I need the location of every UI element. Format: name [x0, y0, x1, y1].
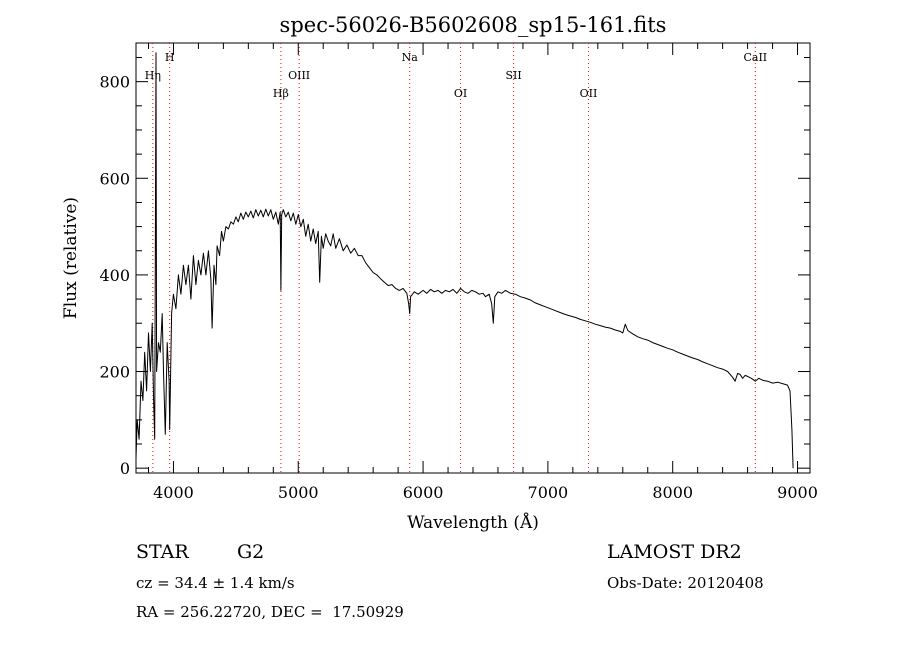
- obs-date-text: Obs-Date: 20120408: [607, 574, 764, 592]
- spectral-line-label: SII: [505, 69, 521, 82]
- spectral-line-label: Hβ: [273, 87, 289, 100]
- chart-title: spec-56026-B5602608_sp15-161.fits: [280, 13, 667, 37]
- y-axis-label: Flux (relative): [61, 197, 81, 319]
- spectral-line-label: H: [165, 51, 175, 64]
- axis-ticks: [136, 43, 810, 473]
- spectral-line-label: OI: [454, 87, 467, 100]
- axis-tick-labels: 4000 5000 6000 7000 8000 9000 0 200 400 600 800: [99, 73, 817, 502]
- spectral-line-label: CaII: [743, 51, 767, 64]
- coordinates-text: RA = 256.22720, DEC = 17.50929: [136, 603, 404, 621]
- x-tick-label: 9000: [777, 483, 818, 502]
- object-type: STAR: [136, 541, 189, 563]
- x-tick-label: 4000: [153, 483, 194, 502]
- x-tick-label: 6000: [403, 483, 444, 502]
- y-tick-label: 200: [99, 363, 130, 382]
- plot-frame: [135, 42, 811, 474]
- spectral-line-markers: Hη H Hβ OIII Na OI SII OII CaII: [145, 43, 767, 473]
- x-tick-label: 7000: [528, 483, 569, 502]
- spectral-line-label: OIII: [288, 69, 310, 82]
- spectrum-line: [135, 52, 794, 469]
- spectrum-series: [135, 52, 794, 469]
- y-tick-label: 600: [99, 169, 130, 188]
- spectral-line-label: Hη: [145, 69, 161, 82]
- spectral-subclass: G2: [237, 541, 265, 563]
- x-tick-label: 5000: [278, 483, 319, 502]
- spectral-line-label: Na: [402, 51, 419, 64]
- spectral-line-label: OII: [580, 87, 598, 100]
- redshift-text: cz = 34.4 ± 1.4 km/s: [136, 574, 295, 592]
- x-axis-label: Wavelength (Å): [407, 512, 539, 533]
- y-tick-label: 800: [99, 73, 130, 92]
- x-tick-label: 8000: [652, 483, 693, 502]
- y-tick-label: 0: [120, 459, 130, 478]
- y-tick-label: 400: [99, 266, 130, 285]
- survey-name: LAMOST DR2: [607, 541, 742, 563]
